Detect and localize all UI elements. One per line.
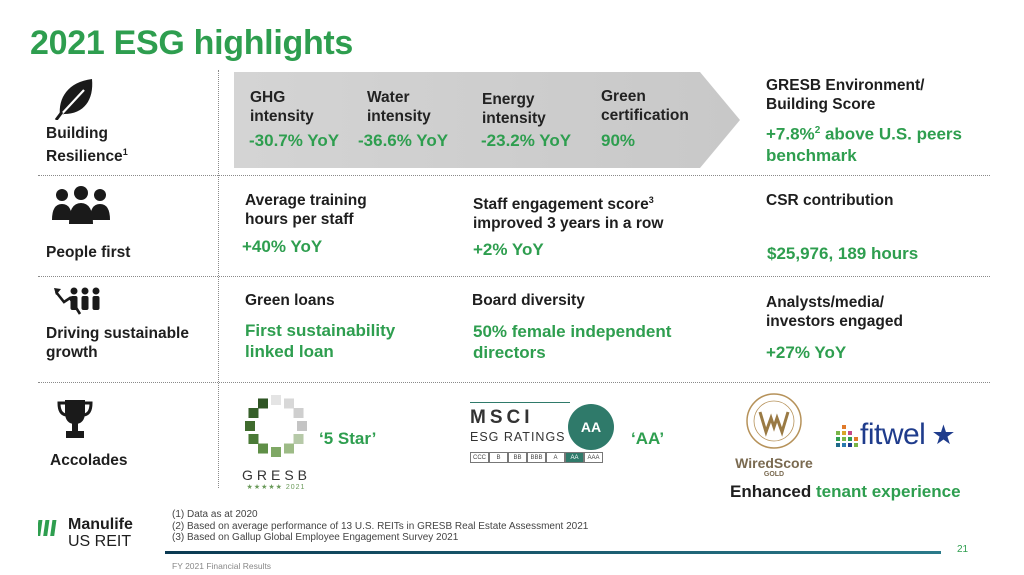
- footer-bar: [165, 551, 941, 554]
- gresb-dots-icon: [245, 395, 307, 457]
- msci-rule: [470, 402, 570, 403]
- row-label-accolades: Accolades: [50, 452, 128, 469]
- wiredscore-logo: WiredScore GOLD: [732, 392, 816, 478]
- tenant-post: tenant experience: [815, 482, 961, 501]
- staff-engagement-label: Staff engagement score3 improved 3 years…: [473, 195, 664, 233]
- brand-line2: US REIT: [68, 533, 132, 550]
- gresb-wordmark: GRESB: [242, 467, 312, 483]
- msci-scale-item: AAA: [584, 452, 603, 463]
- gresb-stars: ★★★★★ 2021: [246, 484, 306, 491]
- gresb-score-value: +7.8%2 above U.S. peers benchmark: [766, 124, 962, 165]
- fitwel-wordmark: fitwel: [860, 418, 926, 451]
- msci-scale-item: CCC: [470, 452, 489, 463]
- msci-badge: AA: [568, 404, 614, 450]
- csr-value: $25,976, 189 hours: [767, 244, 919, 263]
- page-number: 21: [957, 544, 969, 555]
- row-label-sustainable-growth: Driving sustainable growth: [46, 325, 189, 361]
- msci-logo: MSCI ESG RATINGS CCC B BB BBB A AA AAA: [470, 402, 620, 463]
- trophy-icon: [57, 398, 93, 445]
- wiredscore-wordmark: WiredScore: [735, 455, 813, 471]
- metric-value: -30.7% YoY: [249, 131, 340, 150]
- leaf-icon: [54, 76, 96, 125]
- manulife-m-icon: [38, 520, 57, 536]
- green-loans-value: First sustainability linked loan: [245, 321, 396, 361]
- row-label-building-resilience: Building Resilience1: [46, 125, 128, 166]
- gresb-dot: [271, 395, 281, 405]
- msci-scale-item-selected: AA: [565, 452, 584, 463]
- page-title: 2021 ESG highlights: [30, 24, 354, 62]
- msci-scale-item: A: [546, 452, 565, 463]
- gresb-dot: [297, 421, 307, 431]
- metric-value: -36.6% YoY: [358, 131, 449, 150]
- tenant-experience: Enhanced tenant experience: [730, 482, 961, 502]
- gresb-dot: [245, 421, 255, 431]
- metric-label: Water intensity: [367, 89, 431, 125]
- gresb-dot: [293, 408, 304, 418]
- metric-energy: Energy intensity: [482, 90, 572, 128]
- msci-scale-item: B: [489, 452, 508, 463]
- msci-badge-text: AA: [580, 419, 602, 435]
- metric-green-cert: Green certification: [601, 87, 701, 125]
- board-diversity-label: Board diversity: [472, 292, 585, 309]
- analysts-value: +27% YoY: [766, 343, 847, 362]
- footer-text: FY 2021 Financial Results: [172, 561, 272, 571]
- gresb-dot: [248, 434, 259, 444]
- metric-water: Water intensity: [367, 88, 457, 126]
- gresb-dot: [271, 447, 281, 457]
- footnote: (1) Data as at 2020: [172, 509, 258, 520]
- metric-label: Energy intensity: [482, 91, 546, 127]
- footnote: (2) Based on average performance of 13 U…: [172, 520, 589, 532]
- gresb-dot: [293, 434, 304, 444]
- metrics-arrow-banner: [234, 72, 740, 168]
- metric-label: Green certification: [601, 88, 689, 124]
- row-label-people-first: People first: [46, 244, 131, 261]
- column-divider: [218, 70, 219, 488]
- people-group-icon: [50, 186, 112, 231]
- row-divider: [38, 175, 990, 176]
- tenant-pre: Enhanced: [730, 482, 812, 501]
- gresb-dot: [284, 443, 294, 454]
- row-divider: [38, 382, 990, 383]
- board-diversity-value: 50% female independent directors: [473, 322, 672, 362]
- metric-value: -23.2% YoY: [481, 131, 572, 150]
- training-hours-label: Average training hours per staff: [245, 192, 367, 228]
- manulife-logo: Manulife US REIT: [38, 516, 133, 551]
- gresb-score-title: GRESB Environment/ Building Score: [766, 77, 925, 113]
- msci-rating: ‘AA’: [631, 429, 665, 448]
- msci-wordmark: MSCI: [470, 407, 534, 428]
- footnotes: (1) Data as at 2020 (2) Based on average…: [172, 509, 588, 544]
- csr-label: CSR contribution: [766, 192, 894, 209]
- metric-ghg: GHG intensity: [250, 88, 350, 126]
- wiredscore-seal-icon: [746, 393, 802, 449]
- gresb-rating: ‘5 Star’: [319, 429, 377, 448]
- brand-line1: Manulife: [68, 516, 133, 533]
- msci-subtitle: ESG RATINGS: [470, 430, 566, 444]
- growth-people-icon: [54, 286, 104, 323]
- msci-scale-item: BB: [508, 452, 527, 463]
- green-loans-label: Green loans: [245, 292, 335, 309]
- row-divider: [38, 276, 990, 277]
- analysts-label: Analysts/media/ investors engaged: [766, 294, 903, 330]
- fitwel-logo: fitwel ★: [836, 418, 956, 452]
- training-hours-value: +40% YoY: [242, 237, 323, 256]
- star-icon: ★: [931, 419, 956, 450]
- fitwel-bars-icon: [836, 425, 858, 447]
- gresb-dot: [248, 408, 259, 418]
- metric-value: 90%: [601, 131, 636, 150]
- gresb-dot: [284, 398, 294, 409]
- gresb-dot: [258, 398, 268, 409]
- msci-scale-item: BBB: [527, 452, 546, 463]
- msci-rating-scale: CCC B BB BBB A AA AAA: [470, 452, 620, 463]
- gresb-dot: [258, 443, 268, 454]
- gresb-logo: GRESB ★★★★★ 2021: [242, 392, 310, 491]
- wiredscore-level: GOLD: [763, 471, 785, 478]
- metric-label: GHG intensity: [250, 89, 314, 125]
- footnote: (3) Based on Gallup Global Employee Enga…: [172, 532, 459, 543]
- staff-engagement-value: +2% YoY: [473, 240, 544, 259]
